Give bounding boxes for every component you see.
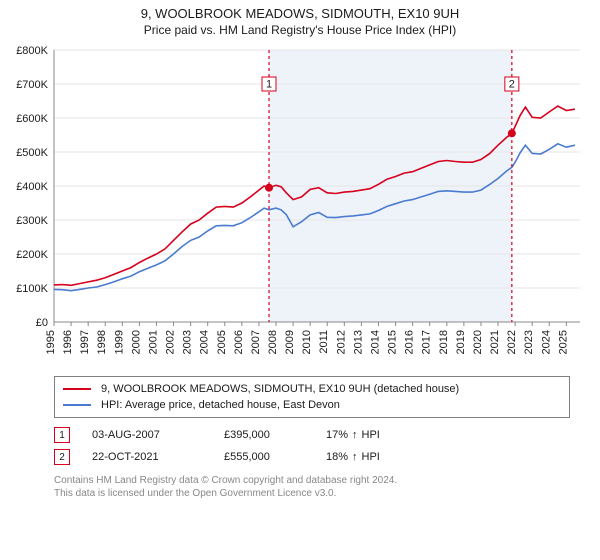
svg-text:1999: 1999: [113, 330, 125, 354]
sale-label-1: 1: [266, 79, 272, 91]
sales-row: 1 03-AUG-2007 £395,000 17% ↑ HPI: [54, 424, 570, 446]
sales-rel-pct: 18%: [326, 451, 348, 463]
svg-text:2023: 2023: [523, 330, 535, 354]
svg-text:£600K: £600K: [16, 113, 48, 125]
svg-text:2021: 2021: [489, 330, 501, 354]
svg-text:£300K: £300K: [16, 215, 48, 227]
legend-swatch: [63, 404, 91, 406]
sales-relative: 18% ↑ HPI: [326, 451, 436, 463]
sales-rel-label: HPI: [362, 451, 380, 463]
svg-text:2014: 2014: [369, 330, 381, 354]
chart-title-line2: Price paid vs. HM Land Registry's House …: [0, 23, 600, 43]
svg-text:2019: 2019: [455, 330, 467, 354]
svg-text:£700K: £700K: [16, 79, 48, 91]
svg-text:1995: 1995: [45, 330, 57, 354]
svg-text:2006: 2006: [233, 330, 245, 354]
svg-text:2012: 2012: [335, 330, 347, 354]
legend-swatch: [63, 388, 91, 390]
legend-label: 9, WOOLBROOK MEADOWS, SIDMOUTH, EX10 9UH…: [101, 383, 459, 395]
svg-text:2003: 2003: [182, 330, 194, 354]
svg-text:2007: 2007: [250, 330, 262, 354]
svg-text:2008: 2008: [267, 330, 279, 354]
svg-text:2024: 2024: [540, 330, 552, 354]
svg-text:2016: 2016: [404, 330, 416, 354]
svg-text:£800K: £800K: [16, 45, 48, 57]
attribution-line2: This data is licensed under the Open Gov…: [54, 487, 570, 500]
sales-price: £395,000: [224, 429, 304, 441]
sales-number-box: 1: [54, 427, 70, 443]
arrow-up-icon: ↑: [352, 451, 358, 463]
sales-row: 2 22-OCT-2021 £555,000 18% ↑ HPI: [54, 446, 570, 468]
svg-text:2022: 2022: [506, 330, 518, 354]
sale-marker-1: [266, 185, 273, 192]
svg-text:2013: 2013: [352, 330, 364, 354]
sales-rel-label: HPI: [362, 429, 380, 441]
svg-text:2025: 2025: [557, 330, 569, 354]
sales-date: 03-AUG-2007: [92, 429, 202, 441]
svg-text:£400K: £400K: [16, 181, 48, 193]
svg-text:£0: £0: [36, 317, 48, 329]
sales-list: 1 03-AUG-2007 £395,000 17% ↑ HPI 2 22-OCT-2021 £…: [54, 424, 570, 468]
attribution: Contains HM Land Registry data © Crown c…: [54, 474, 570, 500]
chart-container: £0 £100K £200K £300K £400K £500K £600K £700K £80…: [0, 42, 600, 372]
svg-text:2017: 2017: [421, 330, 433, 354]
sales-price: £555,000: [224, 451, 304, 463]
price-chart: £0 £100K £200K £300K £400K £500K £600K £700K £80…: [0, 42, 600, 372]
svg-text:2020: 2020: [472, 330, 484, 354]
svg-text:2015: 2015: [387, 330, 399, 354]
legend-row: 9, WOOLBROOK MEADOWS, SIDMOUTH, EX10 9UH…: [63, 381, 561, 397]
sales-rel-pct: 17%: [326, 429, 348, 441]
legend-label: HPI: Average price, detached house, East…: [101, 399, 340, 411]
arrow-up-icon: ↑: [352, 429, 358, 441]
svg-text:£200K: £200K: [16, 249, 48, 261]
svg-text:2002: 2002: [165, 330, 177, 354]
svg-text:2004: 2004: [199, 330, 211, 354]
legend: 9, WOOLBROOK MEADOWS, SIDMOUTH, EX10 9UH…: [54, 376, 570, 418]
svg-text:£500K: £500K: [16, 147, 48, 159]
sale-marker-2: [508, 130, 515, 137]
svg-text:2011: 2011: [318, 330, 330, 354]
x-axis: 1995 1996 1997 1998 1999 2000 2001 2002 2003 2004…: [45, 322, 569, 354]
sale-label-2: 2: [509, 79, 515, 91]
svg-text:1998: 1998: [96, 330, 108, 354]
svg-text:2018: 2018: [438, 330, 450, 354]
svg-text:£100K: £100K: [16, 283, 48, 295]
chart-title-line1: 9, WOOLBROOK MEADOWS, SIDMOUTH, EX10 9UH: [0, 0, 600, 23]
svg-text:1996: 1996: [62, 330, 74, 354]
svg-text:2009: 2009: [284, 330, 296, 354]
sales-number-box: 2: [54, 449, 70, 465]
sales-date: 22-OCT-2021: [92, 451, 202, 463]
sales-relative: 17% ↑ HPI: [326, 429, 436, 441]
svg-text:1997: 1997: [79, 330, 91, 354]
svg-text:2005: 2005: [216, 330, 228, 354]
svg-text:2001: 2001: [147, 330, 159, 354]
svg-text:2010: 2010: [301, 330, 313, 354]
svg-text:2000: 2000: [130, 330, 142, 354]
attribution-line1: Contains HM Land Registry data © Crown c…: [54, 474, 570, 487]
legend-row: HPI: Average price, detached house, East…: [63, 397, 561, 413]
